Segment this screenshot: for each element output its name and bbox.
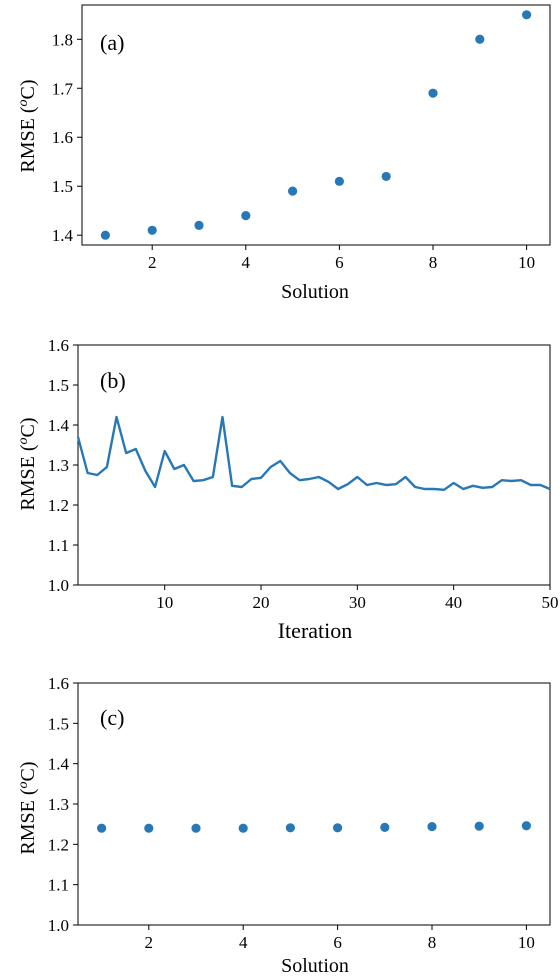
ytick-label-c: 1.5 — [48, 714, 69, 733]
xlabel-c: Solution — [281, 955, 349, 977]
ytick-label-b: 1.1 — [48, 536, 69, 555]
ytick-label-c: 1.2 — [48, 835, 69, 854]
xtick-label-b: 20 — [253, 593, 270, 612]
data-point-c — [285, 823, 295, 833]
data-point-c — [238, 823, 248, 833]
ytick-label-c: 1.6 — [48, 674, 69, 693]
data-point-a — [147, 225, 157, 235]
data-point-a — [334, 176, 344, 186]
ytick-label-c: 1.4 — [48, 755, 70, 774]
data-point-a — [241, 211, 251, 221]
data-point-c — [191, 823, 201, 833]
chart-panel-b: RMSE (oC) Iteration (b) 1.0 1.1 1.2 1.3 1.4 1… — [16, 336, 559, 643]
chart-panel-c: RMSE (oC) Solution (c) 1.0 1.1 1.2 1.3 1.4 1.… — [16, 674, 551, 977]
xtick-label-b: 10 — [156, 593, 173, 612]
data-point-c — [144, 823, 154, 833]
panel-label-b: (b) — [100, 368, 126, 393]
data-point-c — [521, 821, 532, 831]
data-point-c — [427, 821, 437, 832]
ytick-label-a: 1.5 — [52, 177, 73, 196]
ytick-label-c: 1.3 — [48, 795, 69, 814]
xtick-label-c: 2 — [145, 933, 154, 952]
data-point-c — [97, 823, 107, 833]
panel-label-a: (a) — [100, 30, 124, 55]
ytick-label-a: 1.7 — [52, 79, 74, 98]
ytick-label-c: 1.1 — [48, 876, 69, 895]
data-point-c — [380, 822, 390, 832]
data-point-a — [100, 230, 110, 240]
xtick-label-a: 4 — [242, 253, 251, 272]
data-point-a — [194, 220, 204, 231]
xtick-label-b: 50 — [542, 593, 559, 612]
data-point-a — [381, 171, 391, 182]
plot-frame-a — [81, 4, 551, 246]
xtick-label-a: 6 — [335, 253, 344, 272]
xtick-label-b: 30 — [349, 593, 366, 612]
ytick-label-b: 1.6 — [48, 336, 69, 355]
ytick-label-b: 1.2 — [48, 496, 69, 515]
ylabel-c: RMSE (oC) — [16, 761, 39, 854]
xtick-label-c: 8 — [428, 933, 437, 952]
ytick-label-b: 1.4 — [48, 416, 70, 435]
ytick-label-b: 1.0 — [48, 576, 69, 595]
ytick-label-a: 1.6 — [52, 128, 73, 147]
data-point-a — [288, 186, 298, 196]
data-point-c — [474, 821, 484, 831]
chart-panel-a: RMSE (oC) Solution (a) 1.4 1.5 1.6 1.7 1.8 2 4… — [16, 4, 551, 303]
ytick-label-b: 1.3 — [48, 456, 69, 475]
panel-label-c: (c) — [100, 705, 124, 730]
ytick-label-a: 1.4 — [52, 226, 74, 245]
series-line-b — [76, 415, 551, 491]
xlabel-a: Solution — [281, 281, 349, 303]
xtick-label-c: 4 — [239, 933, 248, 952]
xtick-label-c: 10 — [518, 933, 535, 952]
ylabel-a: RMSE (oC) — [16, 79, 39, 172]
ylabel-b: RMSE (oC) — [16, 417, 39, 510]
data-point-c — [333, 823, 343, 833]
data-point-a — [522, 10, 532, 20]
xtick-label-a: 2 — [148, 253, 157, 272]
ytick-label-a: 1.8 — [52, 30, 73, 49]
xlabel-b: Iteration — [278, 618, 353, 643]
xtick-label-c: 6 — [333, 933, 342, 952]
ytick-label-c: 1.0 — [48, 916, 69, 935]
xtick-label-a: 8 — [429, 253, 438, 272]
plot-frame-c — [77, 682, 551, 926]
data-point-a — [475, 34, 485, 44]
data-point-a — [428, 88, 438, 98]
xtick-label-b: 40 — [445, 593, 462, 612]
xtick-label-a: 10 — [518, 253, 535, 272]
plot-frame-b — [77, 344, 551, 586]
ytick-label-b: 1.5 — [48, 376, 69, 395]
